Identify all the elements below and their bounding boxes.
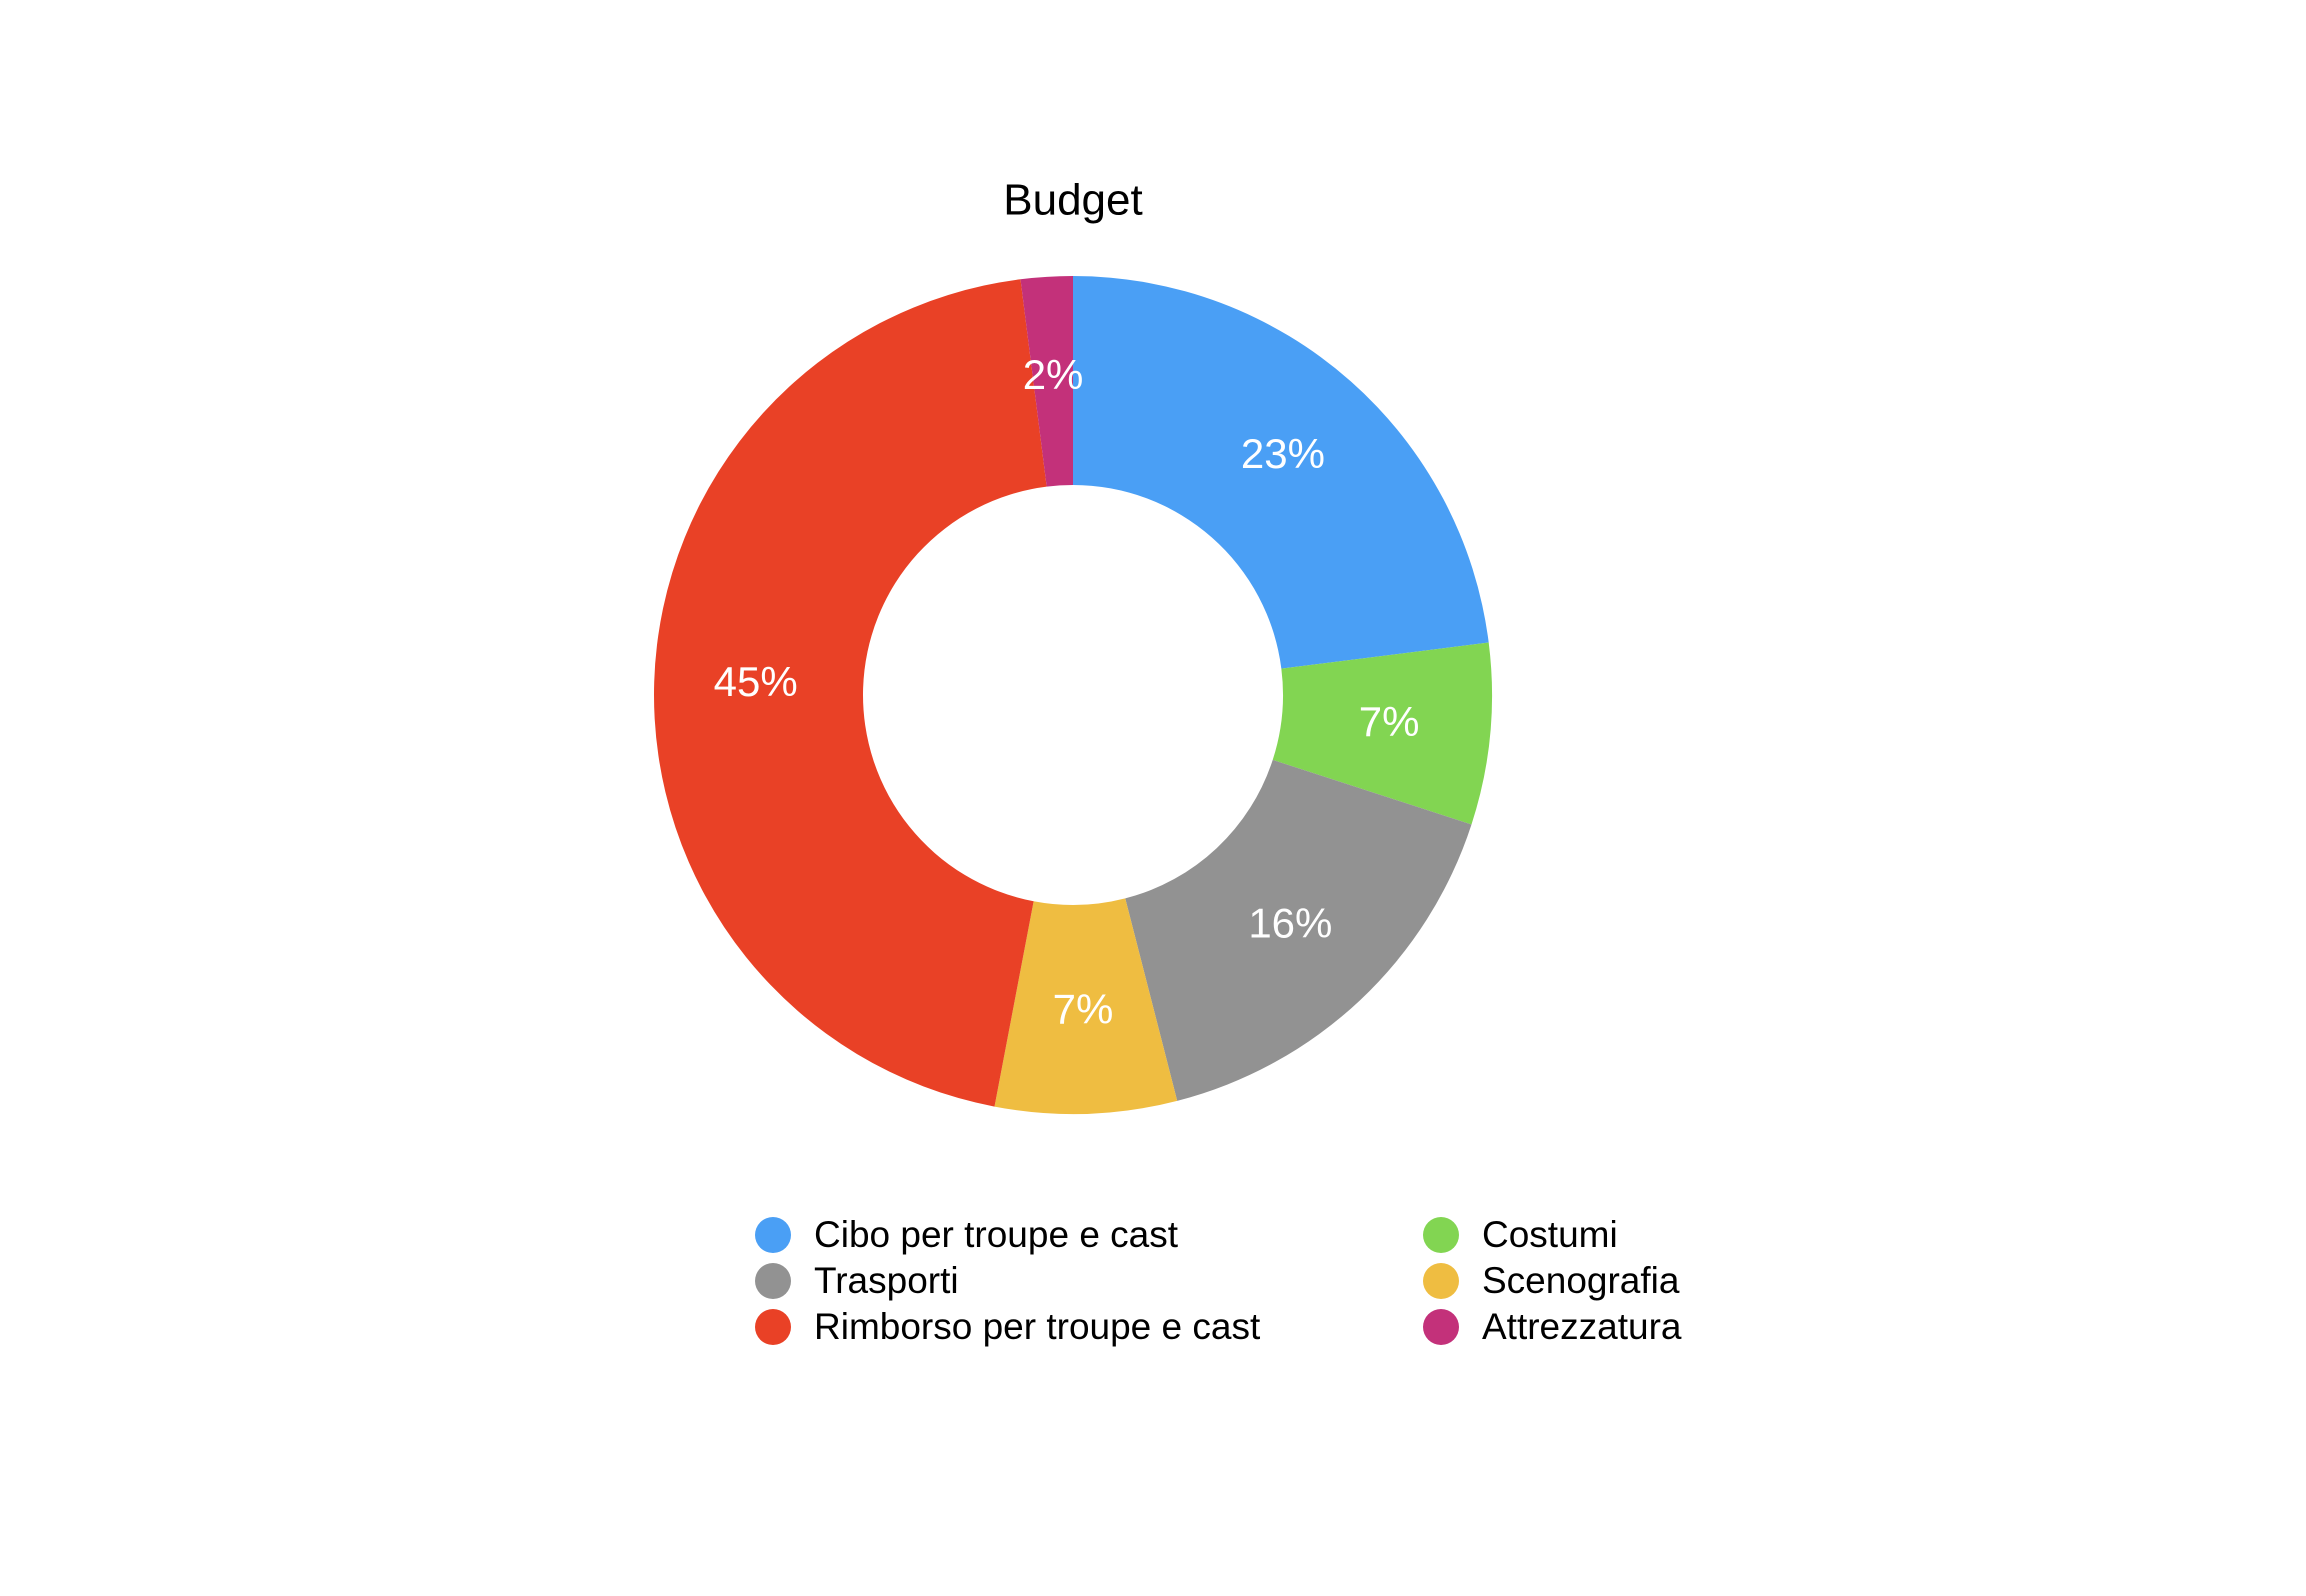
wedge (654, 279, 1047, 1107)
wedge (1125, 759, 1472, 1101)
legend-swatch (755, 1217, 791, 1253)
wedge (1020, 276, 1073, 487)
legend-label: Costumi (1482, 1214, 1618, 1255)
chart-title: Budget (1003, 176, 1142, 225)
wedge (1073, 276, 1489, 669)
legend-swatch (1423, 1309, 1459, 1345)
legend-label: Scenografia (1482, 1260, 1680, 1301)
value-label: 2% (1023, 351, 1084, 398)
value-label: 23% (1241, 430, 1325, 477)
legend-label: Attrezzatura (1482, 1306, 1682, 1347)
legend-swatch (1423, 1217, 1459, 1253)
wedge (994, 898, 1178, 1114)
wedge (1272, 642, 1492, 825)
legend-swatch (1423, 1263, 1459, 1299)
value-label: 7% (1053, 985, 1114, 1032)
legend-label: Rimborso per troupe e cast (814, 1306, 1261, 1347)
legend-label: Trasporti (814, 1260, 959, 1301)
value-label: 45% (714, 658, 798, 705)
value-label: 16% (1248, 900, 1332, 947)
legend-swatch (755, 1263, 791, 1299)
value-label: 7% (1359, 698, 1420, 745)
legend-swatch (755, 1309, 791, 1345)
legend-label: Cibo per troupe e cast (814, 1214, 1179, 1255)
